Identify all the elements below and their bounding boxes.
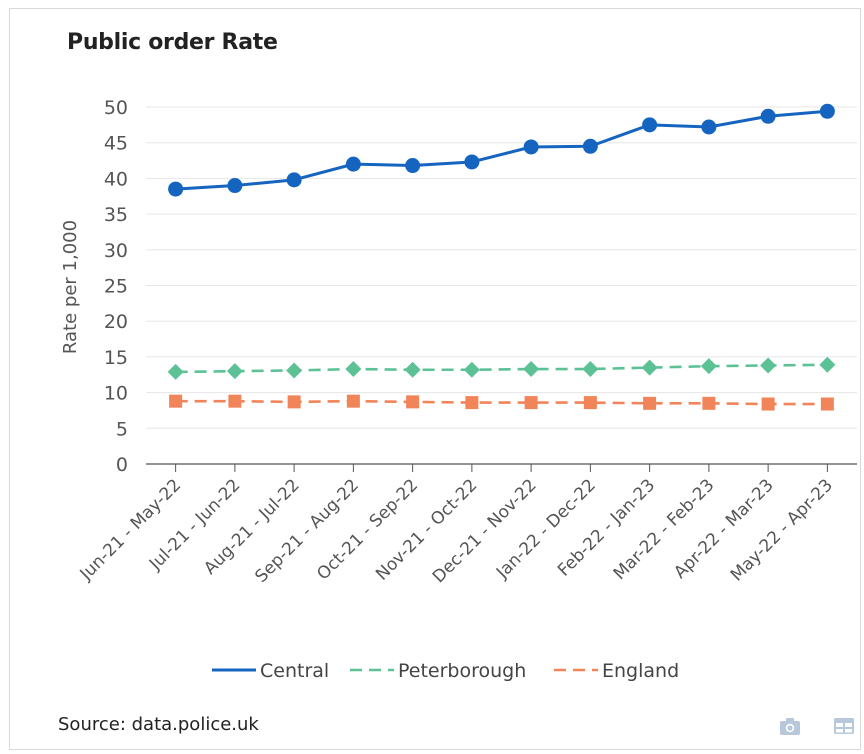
y-axis-title: Rate per 1,000 <box>60 220 81 354</box>
data-point-england <box>761 397 775 411</box>
data-point-central <box>168 181 184 197</box>
y-tick-label: 5 <box>116 418 128 440</box>
data-point-central <box>523 139 539 155</box>
y-tick-label: 30 <box>104 240 128 262</box>
x-tick-label: Nov-21 - Oct-22 <box>372 475 481 584</box>
x-tick-label: Mar-22 - Feb-23 <box>610 475 719 584</box>
y-tick-label: 35 <box>104 204 128 226</box>
data-point-peterborough <box>404 361 421 378</box>
data-point-england <box>820 397 834 411</box>
chart-title: Public order Rate <box>67 30 278 55</box>
data-point-england <box>228 394 242 408</box>
x-tick-label: May-22 - Apr-23 <box>727 475 837 585</box>
y-tick-label: 25 <box>104 276 128 298</box>
series-line-england <box>175 399 828 406</box>
data-point-england <box>406 395 420 409</box>
legend-label-england: England <box>602 660 679 682</box>
data-point-central <box>642 117 658 133</box>
data-point-peterborough <box>463 361 480 378</box>
series-line-peterborough <box>175 363 828 374</box>
x-tick-label: Sep-21 - Aug-22 <box>251 475 363 587</box>
table-icon[interactable] <box>833 716 855 736</box>
data-point-central <box>227 178 243 194</box>
series-line-central <box>175 109 828 191</box>
camera-icon[interactable] <box>779 716 801 736</box>
data-point-central <box>405 158 421 174</box>
x-tick-label: Dec-21 - Nov-22 <box>429 475 541 587</box>
data-point-peterborough <box>760 357 777 374</box>
y-tick-label: 40 <box>104 168 128 190</box>
data-point-england <box>524 396 538 410</box>
y-tick-label: 15 <box>104 347 128 369</box>
x-tick-label: Jun-21 - May-22 <box>76 475 186 585</box>
legend-label-peterborough: Peterborough <box>398 660 526 682</box>
data-point-peterborough <box>641 359 658 376</box>
data-point-central <box>760 108 776 124</box>
data-point-central <box>819 103 835 119</box>
data-point-peterborough <box>523 361 540 378</box>
data-point-peterborough <box>167 363 184 380</box>
data-point-peterborough <box>700 358 717 375</box>
y-tick-label: 45 <box>104 133 128 155</box>
data-point-peterborough <box>345 361 362 378</box>
data-point-england <box>643 396 657 410</box>
legend-label-central: Central <box>260 660 329 682</box>
source-note: Source: data.police.uk <box>58 714 259 735</box>
data-point-peterborough <box>226 363 243 380</box>
y-tick-label: 50 <box>104 97 128 119</box>
data-point-peterborough <box>582 361 599 378</box>
data-point-england <box>346 394 360 408</box>
data-point-england <box>583 396 597 410</box>
y-tick-label: 20 <box>104 311 128 333</box>
data-point-central <box>701 119 717 135</box>
data-point-central <box>582 138 598 154</box>
y-tick-label: 0 <box>116 454 128 476</box>
data-point-england <box>287 395 301 409</box>
data-point-england <box>169 394 183 408</box>
data-point-peterborough <box>286 362 303 379</box>
x-tick-label: Jan-22 - Dec-22 <box>492 475 600 583</box>
data-point-central <box>286 172 302 188</box>
x-tick-label: Oct-21 - Sep-22 <box>313 475 422 584</box>
chart-card <box>9 8 861 750</box>
data-point-central <box>345 156 361 172</box>
data-point-england <box>702 396 716 410</box>
data-point-central <box>464 154 480 170</box>
x-tick-label: Apr-22 - Mar-23 <box>670 475 777 582</box>
y-tick-label: 10 <box>104 383 128 405</box>
data-point-england <box>465 396 479 410</box>
data-point-peterborough <box>819 356 836 373</box>
